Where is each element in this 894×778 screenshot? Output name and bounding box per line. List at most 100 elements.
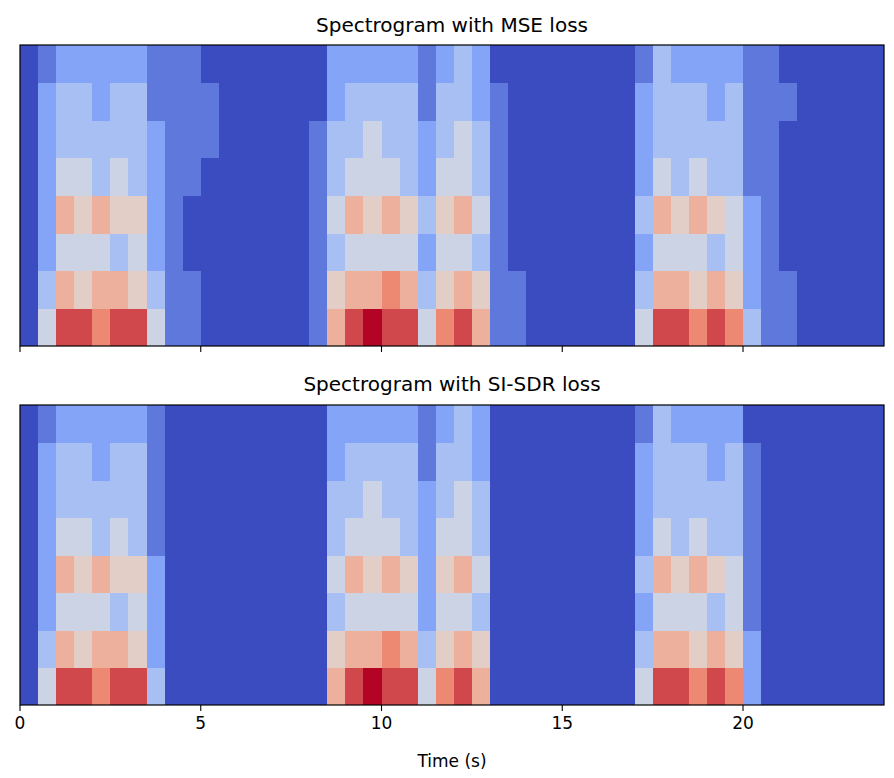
cell <box>219 233 238 271</box>
cell <box>815 120 834 158</box>
cell <box>219 518 238 556</box>
cell <box>580 158 599 196</box>
cell <box>219 630 238 668</box>
cell <box>508 158 527 196</box>
cell <box>815 308 834 346</box>
cell <box>779 630 798 668</box>
cell <box>562 668 581 706</box>
cell <box>779 45 798 83</box>
cell <box>382 480 401 518</box>
cell <box>635 271 654 309</box>
cell <box>797 518 816 556</box>
cell <box>418 83 437 121</box>
cell <box>761 308 780 346</box>
cell <box>635 518 654 556</box>
cell <box>165 308 184 346</box>
cell <box>544 158 563 196</box>
cell <box>671 158 690 196</box>
cell <box>743 555 762 593</box>
cell <box>833 593 852 631</box>
cell <box>327 593 346 631</box>
cell <box>598 555 617 593</box>
cell <box>779 83 798 121</box>
cell <box>616 120 635 158</box>
cell <box>363 518 382 556</box>
cell <box>128 45 147 83</box>
cell <box>689 405 708 443</box>
cell <box>870 45 884 83</box>
cell <box>273 480 292 518</box>
cell <box>870 480 884 518</box>
cell <box>436 158 455 196</box>
cell <box>797 83 816 121</box>
cell <box>255 233 274 271</box>
cell <box>147 196 166 234</box>
cell <box>363 555 382 593</box>
cell <box>472 308 491 346</box>
cell <box>273 405 292 443</box>
cell <box>110 480 129 518</box>
cell <box>363 593 382 631</box>
cell <box>779 518 798 556</box>
cell <box>74 120 93 158</box>
cell <box>870 593 884 631</box>
cell <box>436 443 455 481</box>
cell <box>128 480 147 518</box>
cell <box>689 593 708 631</box>
cell <box>20 196 39 234</box>
cell <box>363 120 382 158</box>
cell <box>743 480 762 518</box>
cell <box>38 630 57 668</box>
cell <box>273 630 292 668</box>
cell <box>797 196 816 234</box>
cell <box>472 45 491 83</box>
cell <box>851 120 870 158</box>
cell <box>56 233 75 271</box>
cell <box>635 158 654 196</box>
cell <box>635 45 654 83</box>
cell <box>345 555 364 593</box>
cell <box>851 443 870 481</box>
cell <box>92 45 111 83</box>
cell <box>183 518 202 556</box>
cell <box>598 630 617 668</box>
cell <box>616 83 635 121</box>
cell <box>580 196 599 234</box>
cell <box>544 668 563 706</box>
cell <box>255 630 274 668</box>
cell <box>309 555 328 593</box>
cell <box>870 405 884 443</box>
cell <box>689 480 708 518</box>
cell <box>725 233 744 271</box>
cell <box>635 233 654 271</box>
cell <box>743 158 762 196</box>
x-tick <box>562 705 563 711</box>
cell <box>671 405 690 443</box>
cell <box>38 308 57 346</box>
cell <box>598 158 617 196</box>
cell <box>635 83 654 121</box>
cell <box>580 668 599 706</box>
cell <box>833 45 852 83</box>
cell <box>851 405 870 443</box>
cell <box>345 271 364 309</box>
cell <box>689 83 708 121</box>
cell <box>400 593 419 631</box>
cell <box>183 83 202 121</box>
cell <box>436 555 455 593</box>
cell <box>382 630 401 668</box>
cell <box>616 630 635 668</box>
cell <box>38 593 57 631</box>
cell <box>616 555 635 593</box>
cell <box>92 480 111 518</box>
cell <box>237 196 256 234</box>
cell <box>815 518 834 556</box>
cell <box>562 308 581 346</box>
cell <box>128 555 147 593</box>
cell <box>291 555 310 593</box>
cell <box>38 405 57 443</box>
cell <box>147 308 166 346</box>
cell <box>327 83 346 121</box>
cell <box>526 443 545 481</box>
cell <box>309 233 328 271</box>
